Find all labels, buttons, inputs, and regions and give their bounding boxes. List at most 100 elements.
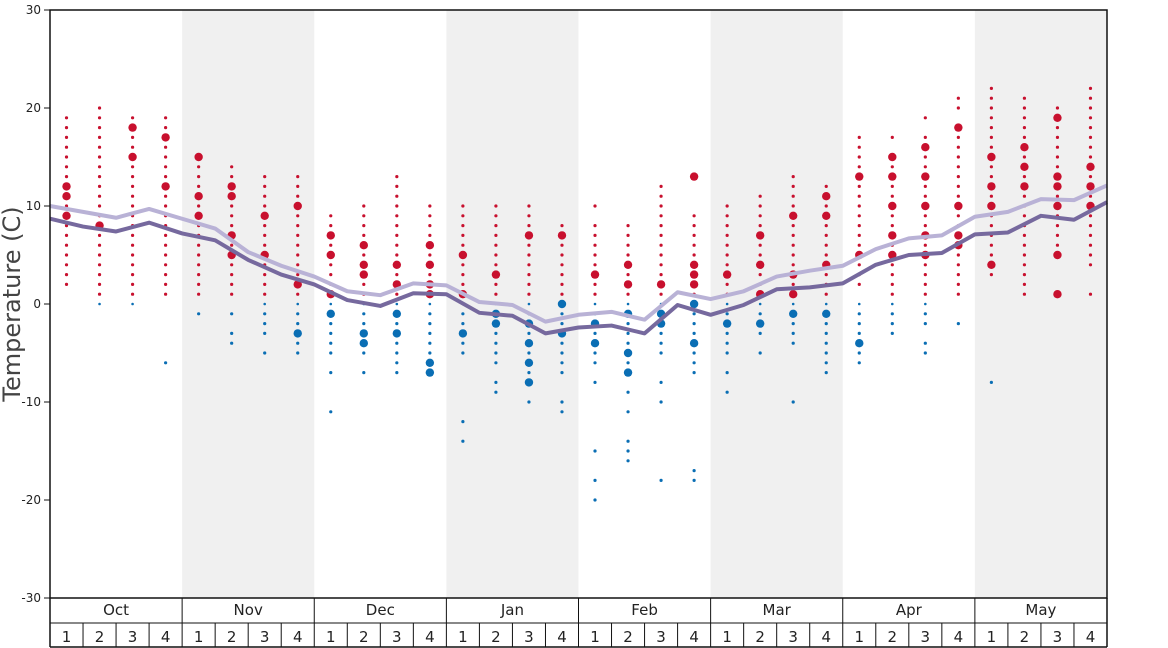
observation-dot <box>1053 201 1062 211</box>
observation-dot <box>458 250 468 260</box>
observation-dot <box>197 243 201 247</box>
observation-dot <box>560 253 564 257</box>
observation-dot <box>1020 162 1029 171</box>
observation-dot <box>857 184 861 188</box>
observation-dot <box>956 184 960 188</box>
observation-dot <box>755 231 765 240</box>
observation-dot <box>263 194 267 198</box>
observation-dot <box>428 233 432 237</box>
observation-dot <box>560 341 564 345</box>
observation-dot <box>161 133 170 142</box>
observation-dot <box>1020 143 1029 152</box>
observation-dot <box>62 192 71 201</box>
observation-dot <box>921 172 930 181</box>
observation-dot <box>956 253 960 257</box>
observation-dot <box>425 241 435 250</box>
observation-dot <box>560 400 564 404</box>
observation-dot <box>1055 106 1060 110</box>
observation-dot <box>97 273 102 277</box>
observation-dot <box>1055 135 1060 139</box>
observation-dot <box>494 214 498 218</box>
observation-dot <box>263 224 267 228</box>
observation-dot <box>890 165 894 169</box>
observation-dot <box>954 231 963 240</box>
observation-dot <box>689 339 699 348</box>
observation-dot <box>362 322 366 326</box>
observation-dot <box>395 371 399 375</box>
observation-dot <box>890 282 894 286</box>
observation-dot <box>692 478 696 482</box>
observation-dot <box>296 273 300 277</box>
observation-dot <box>527 282 531 286</box>
observation-dot <box>890 312 894 316</box>
observation-dot <box>359 329 368 338</box>
observation-dot <box>956 145 960 149</box>
observation-dot <box>890 263 894 267</box>
observation-dot <box>791 263 795 267</box>
observation-dot <box>296 263 300 267</box>
observation-dot <box>527 400 531 404</box>
observation-dot <box>524 378 534 387</box>
observation-dot <box>791 331 795 335</box>
observation-dot <box>923 351 927 355</box>
observation-dot <box>956 194 960 198</box>
observation-dot <box>461 233 465 237</box>
observation-dot <box>560 410 564 414</box>
observation-dot <box>97 233 102 237</box>
observation-dot <box>593 233 597 237</box>
observation-dot <box>97 253 102 257</box>
observation-dot <box>296 184 300 188</box>
observation-dot <box>557 231 567 240</box>
observation-dot <box>362 351 366 355</box>
observation-dot <box>824 361 828 365</box>
observation-dot <box>890 214 894 218</box>
observation-dot <box>428 351 432 355</box>
observation-dot <box>689 280 699 289</box>
observation-dot <box>458 329 468 338</box>
week-label: 1 <box>590 628 600 646</box>
observation-dot <box>557 299 567 309</box>
y-axis-title: Temperature (C) <box>0 206 26 402</box>
observation-dot <box>560 292 564 296</box>
observation-dot <box>626 439 630 443</box>
observation-dot <box>989 224 993 228</box>
observation-dot <box>956 106 960 110</box>
observation-dot <box>1022 175 1027 179</box>
observation-dot <box>857 194 861 198</box>
observation-dot <box>890 331 894 335</box>
observation-dot <box>461 263 465 267</box>
observation-dot <box>263 184 267 188</box>
observation-dot <box>626 243 630 247</box>
observation-dot <box>395 292 399 296</box>
observation-dot <box>989 86 993 90</box>
observation-dot <box>392 260 402 269</box>
observation-dot <box>329 322 333 326</box>
month-label: May <box>1025 601 1056 619</box>
observation-dot <box>527 263 531 267</box>
observation-dot <box>296 302 300 306</box>
observation-dot <box>230 331 234 335</box>
observation-dot <box>329 351 333 355</box>
observation-dot <box>1055 243 1060 247</box>
observation-dot <box>659 273 663 277</box>
observation-dot <box>1022 155 1027 159</box>
observation-dot <box>1088 86 1093 90</box>
observation-dot <box>857 233 861 237</box>
observation-dot <box>164 194 168 198</box>
observation-dot <box>659 263 663 267</box>
observation-dot <box>692 224 696 228</box>
observation-dot <box>692 214 696 218</box>
observation-dot <box>461 351 465 355</box>
observation-dot <box>822 192 831 201</box>
observation-dot <box>1088 194 1093 198</box>
week-label: 3 <box>656 628 666 646</box>
observation-dot <box>461 243 465 247</box>
observation-dot <box>527 243 531 247</box>
observation-dot <box>722 319 732 328</box>
observation-dot <box>130 184 135 188</box>
observation-dot <box>296 312 300 316</box>
observation-dot <box>725 282 729 286</box>
observation-dot <box>593 253 597 257</box>
observation-dot <box>293 280 302 289</box>
